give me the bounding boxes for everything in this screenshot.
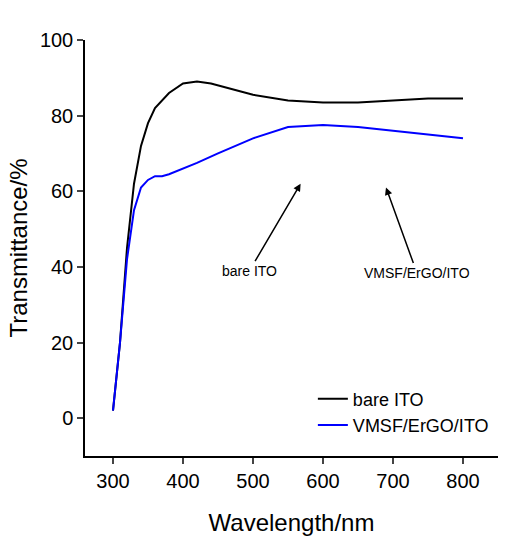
svg-text:800: 800 bbox=[446, 470, 479, 492]
svg-text:700: 700 bbox=[376, 470, 409, 492]
svg-text:400: 400 bbox=[166, 470, 199, 492]
svg-text:Wavelength/nm: Wavelength/nm bbox=[209, 509, 375, 536]
svg-text:bare ITO: bare ITO bbox=[222, 263, 277, 279]
svg-text:Transmittance/%: Transmittance/% bbox=[5, 158, 32, 337]
svg-text:20: 20 bbox=[51, 332, 73, 354]
svg-text:600: 600 bbox=[306, 470, 339, 492]
svg-text:bare ITO: bare ITO bbox=[353, 390, 424, 410]
svg-text:80: 80 bbox=[51, 105, 73, 127]
svg-text:VMSF/ErGO/ITO: VMSF/ErGO/ITO bbox=[364, 265, 470, 281]
svg-text:60: 60 bbox=[51, 180, 73, 202]
svg-text:40: 40 bbox=[51, 256, 73, 278]
svg-text:VMSF/ErGO/ITO: VMSF/ErGO/ITO bbox=[353, 416, 489, 436]
svg-text:100: 100 bbox=[40, 29, 73, 51]
svg-text:0: 0 bbox=[62, 407, 73, 429]
svg-text:500: 500 bbox=[236, 470, 269, 492]
svg-text:300: 300 bbox=[96, 470, 129, 492]
